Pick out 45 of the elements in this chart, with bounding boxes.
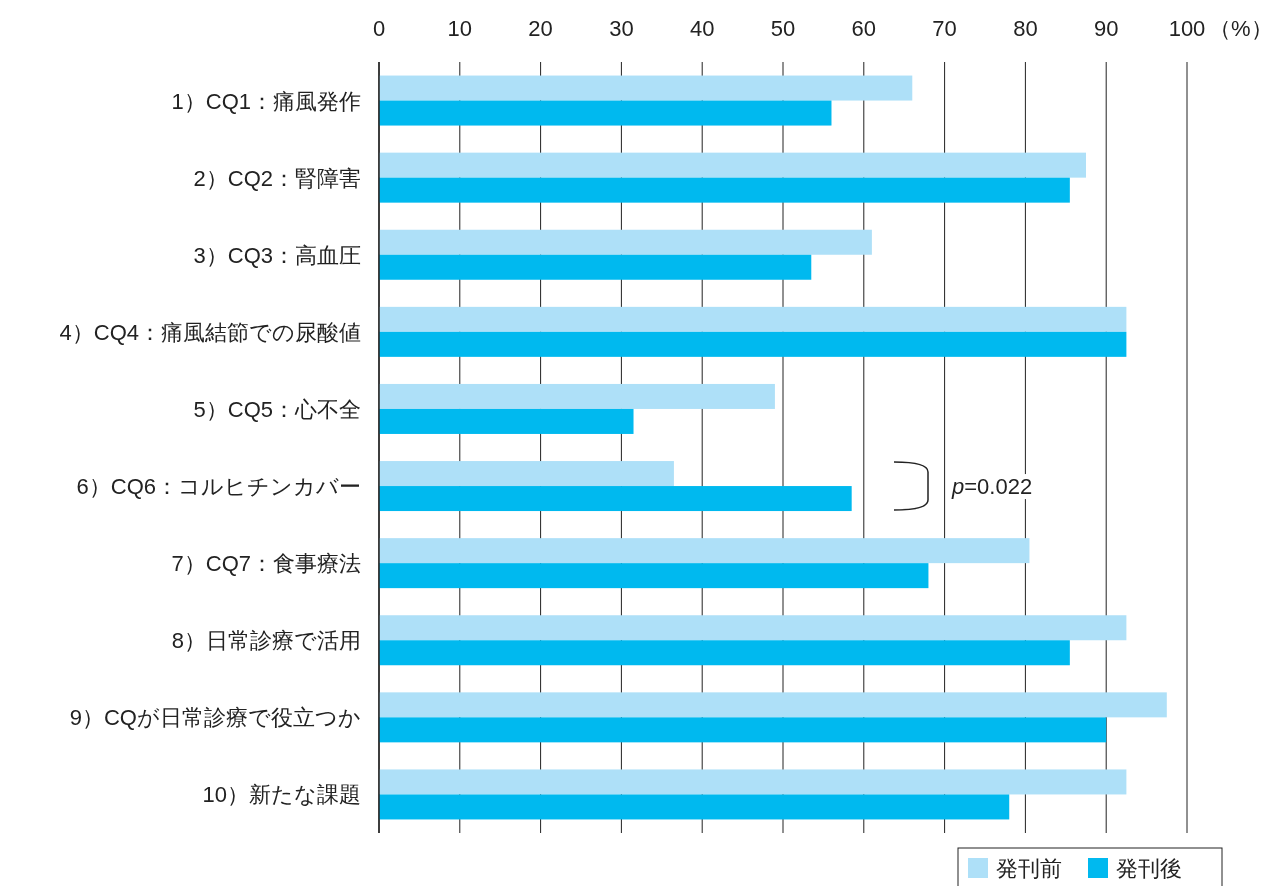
x-tick-label: 30 — [609, 16, 634, 41]
y-tick-label: 1）CQ1：痛風発作 — [171, 88, 361, 114]
bar — [379, 100, 832, 126]
bar — [379, 538, 1030, 564]
bar — [379, 254, 812, 280]
x-tick-label: 100 — [1168, 16, 1206, 41]
x-tick-label: 40 — [689, 16, 715, 41]
bar — [379, 75, 913, 101]
bar — [379, 615, 1127, 641]
y-tick-label: 3）CQ3：高血圧 — [193, 242, 361, 268]
x-tick-label: 20 — [528, 16, 553, 41]
bar — [379, 229, 872, 255]
x-tick-label: 90 — [1093, 16, 1119, 41]
legend-label: 発刊後 — [1116, 856, 1182, 881]
bar — [379, 692, 1167, 718]
y-tick-label: 6）CQ6：コルヒチンカバー — [76, 474, 361, 500]
bar — [379, 152, 1086, 178]
bar — [379, 640, 1070, 666]
x-tick-label: 70 — [932, 16, 957, 41]
x-tick-label: 60 — [851, 16, 877, 41]
x-tick-label: 80 — [1013, 16, 1038, 41]
bar — [379, 717, 1107, 743]
x-tick-label: 0 — [372, 16, 386, 41]
y-tick-label: 7）CQ7：食事療法 — [171, 551, 361, 577]
bar — [379, 408, 634, 434]
bar — [379, 383, 775, 409]
bar — [379, 486, 852, 512]
y-tick-label: 8）日常診療で活用 — [171, 628, 361, 654]
y-tick-label: 5）CQ5：心不全 — [193, 396, 361, 422]
annotation: p=0.022 — [951, 474, 1033, 500]
x-axis-title: （%） — [1209, 16, 1266, 41]
y-tick-label: 2）CQ2：腎障害 — [193, 165, 361, 191]
bar — [379, 306, 1127, 332]
bar — [379, 794, 1010, 820]
bar — [379, 563, 929, 589]
bar — [379, 177, 1070, 203]
bar — [379, 461, 674, 487]
y-tick-label: 10）新たな課題 — [202, 782, 361, 808]
x-tick-label: 10 — [447, 16, 473, 41]
y-tick-label: 9）CQが日常診療で役立つか — [69, 705, 361, 731]
x-tick-label: 50 — [770, 16, 796, 41]
y-tick-label: 4）CQ4：痛風結節での尿酸値 — [59, 319, 361, 345]
bar — [379, 769, 1127, 795]
legend-label: 発刊前 — [996, 856, 1062, 881]
bar — [379, 331, 1127, 357]
